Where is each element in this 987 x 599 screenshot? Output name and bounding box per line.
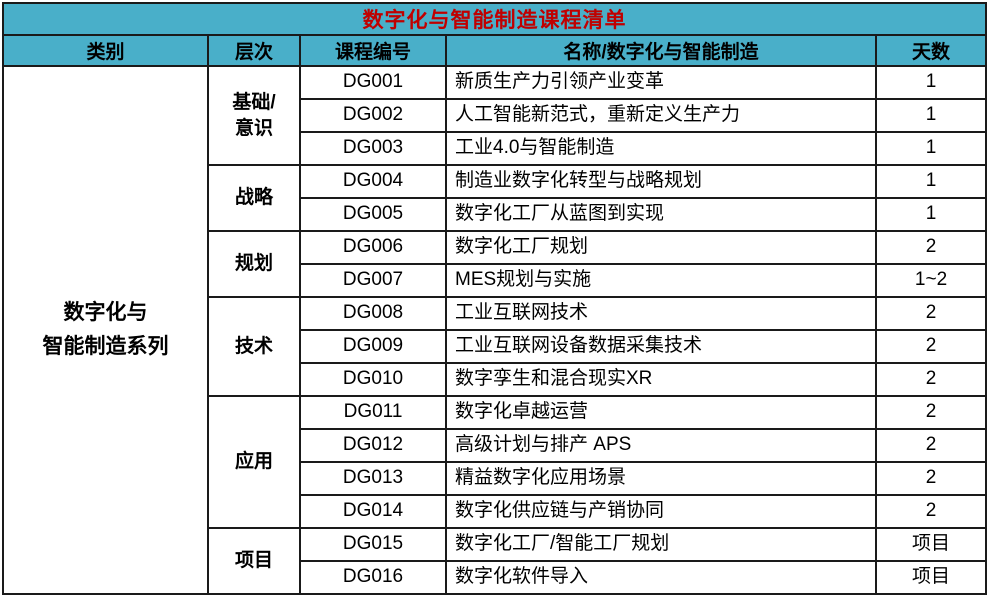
col-header-category: 类别 xyxy=(2,34,209,67)
course-name: 数字化工厂规划 xyxy=(445,230,877,265)
course-days: 2 xyxy=(874,329,987,364)
course-days: 1 xyxy=(874,131,987,166)
course-code: DG002 xyxy=(299,98,447,133)
title-row: 数字化与智能制造课程清单 xyxy=(1,2,987,36)
course-name: 工业互联网设备数据采集技术 xyxy=(445,329,877,364)
col-header-course-name: 名称/数字化与智能制造 xyxy=(445,34,877,67)
table-title: 数字化与智能制造课程清单 xyxy=(1,2,987,36)
category-cell: 数字化与 智能制造系列 xyxy=(2,65,209,595)
course-row-dg008: 技术 DG008 工业互联网技术 2 xyxy=(3,296,987,397)
course-days: 2 xyxy=(874,230,987,265)
course-row-dg009: DG009 工业互联网设备数据采集技术 2 xyxy=(3,329,987,364)
course-row-dg005: DG005 数字化工厂从蓝图到实现 1 xyxy=(3,197,987,232)
course-row-dg011: 应用 DG011 数字化卓越运营 2 xyxy=(3,395,987,529)
course-code: DG013 xyxy=(299,461,447,496)
course-row-dg013: DG013 精益数字化应用场景 2 xyxy=(3,461,987,496)
level-cell: 规划 xyxy=(207,230,301,298)
course-code: DG011 xyxy=(299,395,447,430)
course-days: 1 xyxy=(874,65,987,100)
course-days: 2 xyxy=(874,395,987,430)
level-cell: 技术 xyxy=(207,296,301,397)
col-header-level: 层次 xyxy=(207,34,301,67)
course-code: DG006 xyxy=(299,230,447,265)
level-cell: 基础/ 意识 xyxy=(207,65,301,166)
course-code: DG001 xyxy=(299,65,447,100)
course-row-dg015: 项目 DG015 数字化工厂/智能工厂规划 项目 xyxy=(3,527,987,595)
course-name: 数字化供应链与产销协同 xyxy=(445,494,877,529)
course-row-dg007: DG007 MES规划与实施 1~2 xyxy=(3,263,987,298)
course-code: DG003 xyxy=(299,131,447,166)
course-code: DG015 xyxy=(299,527,447,562)
course-days: 2 xyxy=(874,494,987,529)
course-code: DG016 xyxy=(299,560,447,595)
course-name: 工业互联网技术 xyxy=(445,296,877,331)
course-code: DG014 xyxy=(299,494,447,529)
course-code: DG008 xyxy=(299,296,447,331)
course-days: 1 xyxy=(874,197,987,232)
course-row-dg003: DG003 工业4.0与智能制造 1 xyxy=(3,131,987,166)
course-name: 精益数字化应用场景 xyxy=(445,461,877,496)
course-days: 1~2 xyxy=(874,263,987,298)
course-name: 数字化软件导入 xyxy=(445,560,877,595)
course-code: DG010 xyxy=(299,362,447,397)
header-row: 类别 层次 课程编号 名称/数字化与智能制造 天数 xyxy=(2,34,987,67)
course-days: 项目 xyxy=(874,527,987,562)
table-body: 数字化与 智能制造系列 基础/ 意识 DG001 新质生产力引领产业变革 1 DG002 人… xyxy=(2,65,987,595)
level-cell: 战略 xyxy=(207,164,301,232)
course-code: DG012 xyxy=(299,428,447,463)
course-days: 1 xyxy=(874,98,987,133)
course-name: 制造业数字化转型与战略规划 xyxy=(445,164,877,199)
course-name: 数字化工厂从蓝图到实现 xyxy=(445,197,877,232)
col-header-days: 天数 xyxy=(874,34,987,67)
course-name: 数字化卓越运营 xyxy=(445,395,877,430)
course-row-dg016: DG016 数字化软件导入 项目 xyxy=(3,560,987,595)
course-code: DG007 xyxy=(299,263,447,298)
course-name: 新质生产力引领产业变革 xyxy=(445,65,877,100)
course-name: MES规划与实施 xyxy=(445,263,877,298)
course-code: DG009 xyxy=(299,329,447,364)
course-days: 2 xyxy=(874,461,987,496)
course-days: 项目 xyxy=(874,560,987,595)
course-row-dg006: 规划 DG006 数字化工厂规划 2 xyxy=(3,230,987,298)
course-row-dg014: DG014 数字化供应链与产销协同 2 xyxy=(3,494,987,529)
course-days: 1 xyxy=(874,164,987,199)
course-days: 2 xyxy=(874,362,987,397)
course-row-dg001: 数字化与 智能制造系列 基础/ 意识 DG001 新质生产力引领产业变革 1 xyxy=(2,65,987,595)
course-row-dg010: DG010 数字孪生和混合现实XR 2 xyxy=(3,362,987,397)
course-days: 2 xyxy=(874,428,987,463)
course-row-dg002: DG002 人工智能新范式，重新定义生产力 1 xyxy=(3,98,987,133)
course-name: 数字化工厂/智能工厂规划 xyxy=(445,527,877,562)
course-row-dg004: 战略 DG004 制造业数字化转型与战略规划 1 xyxy=(3,164,987,232)
course-name: 工业4.0与智能制造 xyxy=(445,131,877,166)
course-code: DG005 xyxy=(299,197,447,232)
course-name: 高级计划与排产 APS xyxy=(445,428,877,463)
course-name: 人工智能新范式，重新定义生产力 xyxy=(445,98,877,133)
course-code: DG004 xyxy=(299,164,447,199)
level-cell: 应用 xyxy=(207,395,301,529)
col-header-course-code: 课程编号 xyxy=(299,34,447,67)
course-name: 数字孪生和混合现实XR xyxy=(445,362,877,397)
course-days: 2 xyxy=(874,296,987,331)
level-cell: 项目 xyxy=(207,527,301,595)
course-row-dg012: DG012 高级计划与排产 APS 2 xyxy=(3,428,987,463)
